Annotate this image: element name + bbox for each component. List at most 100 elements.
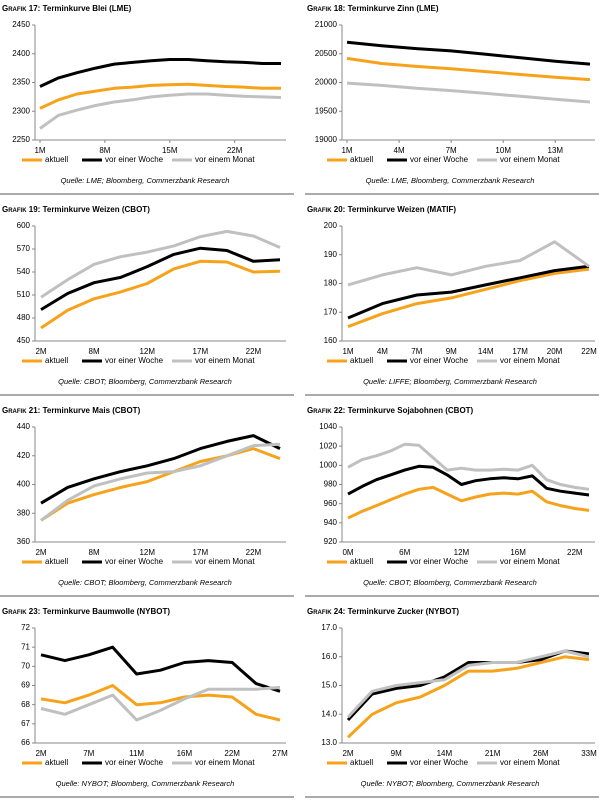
- legend-label: vor einem Monat: [195, 557, 255, 566]
- legend-label: vor einem Monat: [500, 557, 560, 566]
- legend-label: aktuell: [350, 758, 373, 767]
- chart-title-text: Terminkurve Mais (CBOT): [43, 406, 141, 415]
- legend-label: aktuell: [45, 356, 68, 365]
- y-tick-label: 940: [324, 518, 338, 527]
- series-line: [40, 684, 281, 722]
- series-line: [40, 434, 281, 505]
- x-tick-label: 4M: [394, 146, 405, 155]
- series-line: [40, 442, 281, 522]
- x-tick-label: 12M: [139, 548, 155, 557]
- x-tick-label: 22M: [581, 347, 597, 356]
- chart-label: Grafik 18:: [307, 4, 345, 13]
- source-note: Quelle: CBOT; Bloomberg, Commerzbank Res…: [58, 578, 232, 587]
- x-tick-label: 8M: [89, 347, 100, 356]
- y-tick-label: 570: [17, 244, 31, 253]
- x-tick-label: 2M: [35, 749, 46, 758]
- y-tick-label: 20500: [315, 49, 338, 58]
- source-note: Quelle: NYBOT; Bloomberg, Commerzbank Re…: [361, 779, 540, 788]
- legend-label: vor einem Monat: [195, 155, 255, 164]
- series-line: [40, 259, 281, 330]
- x-tick-label: 1M: [341, 146, 352, 155]
- source-note: Quelle: CBOT; Bloomberg, Commerzbank Res…: [58, 377, 232, 386]
- x-tick-label: 27M: [272, 749, 288, 758]
- source-note: Quelle: CBOT; Bloomberg, Commerzbank Res…: [363, 578, 537, 587]
- series-line: [347, 240, 590, 287]
- x-tick-label: 4M: [377, 347, 388, 356]
- legend-label: vor einer Woche: [105, 155, 164, 164]
- chart-title: Grafik 22: Terminkurve Sojabohnen (CBOT): [307, 406, 474, 415]
- x-tick-label: 8M: [99, 146, 110, 155]
- y-tick-label: 1000: [319, 460, 337, 469]
- x-tick-label: 7M: [83, 749, 94, 758]
- legend-label: vor einem Monat: [500, 758, 560, 767]
- chart-title: Grafik 20: Terminkurve Weizen (MATIF): [307, 205, 456, 214]
- y-tick-label: 2450: [12, 20, 30, 29]
- chart-label: Grafik 20:: [307, 205, 345, 214]
- x-tick-label: 12M: [139, 347, 155, 356]
- y-tick-label: 600: [17, 221, 31, 230]
- series-line: [346, 40, 591, 66]
- x-tick-label: 10M: [495, 146, 511, 155]
- x-tick-label: 33M: [581, 749, 597, 758]
- series-line: [346, 649, 590, 719]
- legend-label: vor einem Monat: [500, 356, 560, 365]
- x-tick-label: 8M: [89, 548, 100, 557]
- series-line: [39, 92, 282, 130]
- y-tick-label: 960: [324, 499, 338, 508]
- legend-label: vor einer Woche: [105, 758, 164, 767]
- chart-title-text: Terminkurve Sojabohnen (CBOT): [348, 406, 474, 415]
- x-tick-label: 21M: [485, 749, 501, 758]
- legend-label: aktuell: [350, 557, 373, 566]
- legend-label: vor einer Woche: [105, 557, 164, 566]
- chart-title-text: Terminkurve Weizen (CBOT): [43, 205, 151, 214]
- legend-label: vor einer Woche: [105, 356, 164, 365]
- x-tick-label: 22M: [246, 347, 262, 356]
- chart-label: Grafik 22:: [307, 406, 345, 415]
- y-tick-label: 540: [17, 267, 31, 276]
- y-tick-label: 2300: [12, 106, 30, 115]
- y-tick-label: 16.0: [321, 652, 337, 661]
- legend-label: aktuell: [350, 155, 373, 164]
- chart-title-text: Terminkurve Zinn (LME): [348, 4, 439, 13]
- x-tick-label: 22M: [227, 146, 243, 155]
- legend-label: vor einem Monat: [500, 155, 560, 164]
- chart-title: Grafik 24: Terminkurve Zucker (NYBOT): [307, 607, 459, 616]
- series-line: [347, 442, 590, 491]
- x-tick-label: 7M: [446, 146, 457, 155]
- x-tick-label: 16M: [177, 749, 193, 758]
- y-tick-label: 2400: [12, 49, 30, 58]
- x-tick-label: 1M: [342, 347, 353, 356]
- x-tick-label: 14M: [478, 347, 494, 356]
- source-note: Quelle: LME, Bloomberg, Commerzbank Rese…: [366, 176, 535, 185]
- legend-label: aktuell: [45, 557, 68, 566]
- y-tick-label: 21000: [315, 20, 338, 29]
- y-tick-label: 480: [17, 313, 31, 322]
- x-tick-label: 1M: [34, 146, 45, 155]
- series-line: [40, 246, 281, 311]
- y-tick-label: 19000: [315, 135, 338, 144]
- chart-title: Grafik 23: Terminkurve Baumwolle (NYBOT): [2, 607, 170, 616]
- x-tick-label: 11M: [129, 749, 144, 758]
- y-tick-label: 20000: [315, 78, 338, 87]
- source-note: Quelle: NYBOT; Bloomberg, Commerzbank Re…: [56, 779, 235, 788]
- legend-label: vor einer Woche: [410, 557, 469, 566]
- y-tick-label: 2250: [12, 135, 30, 144]
- chart-title: Grafik 18: Terminkurve Zinn (LME): [307, 4, 439, 13]
- y-tick-label: 360: [17, 537, 31, 546]
- chart-title: Grafik 19: Terminkurve Weizen (CBOT): [2, 205, 150, 214]
- source-note: Quelle: LME; Bloomberg, Commerzbank Rese…: [61, 176, 230, 185]
- series-line: [39, 82, 281, 110]
- chart-label: Grafik 23:: [2, 607, 40, 616]
- y-tick-label: 1040: [319, 422, 337, 431]
- y-tick-label: 170: [324, 307, 338, 316]
- legend-label: vor einer Woche: [410, 356, 469, 365]
- x-tick-label: 20M: [547, 347, 563, 356]
- series-line: [347, 264, 590, 320]
- y-tick-label: 19500: [315, 106, 338, 115]
- x-tick-label: 12M: [454, 548, 470, 557]
- legend-label: vor einem Monat: [195, 758, 255, 767]
- series-line: [346, 56, 591, 82]
- x-tick-label: 22M: [224, 749, 240, 758]
- y-tick-label: 420: [17, 451, 31, 460]
- legend-label: vor einer Woche: [410, 758, 469, 767]
